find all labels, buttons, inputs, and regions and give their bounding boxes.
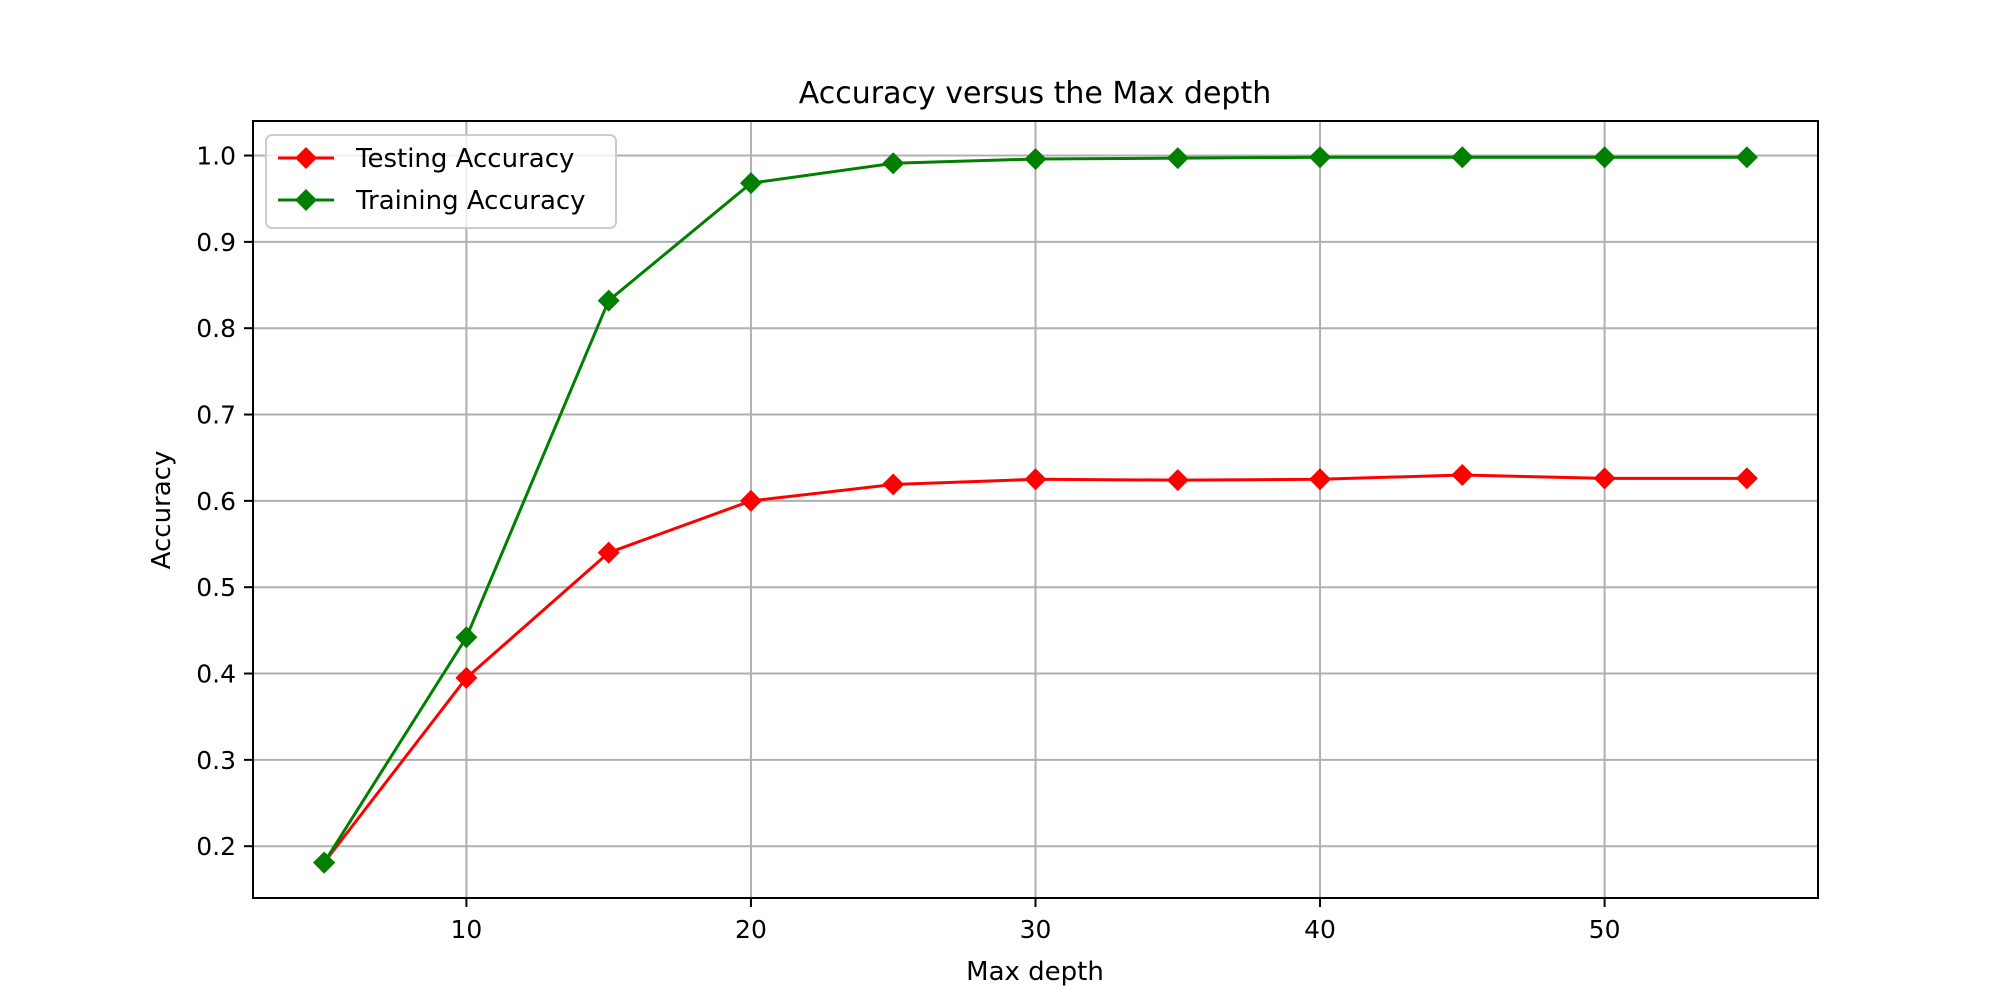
x-axis-label: Max depth [966, 957, 1104, 987]
data-point-marker [455, 626, 478, 649]
data-point-marker [1309, 468, 1332, 491]
y-tick-label: 0.3 [196, 746, 236, 775]
y-tick-label: 0.9 [196, 228, 236, 257]
y-tick-label: 0.5 [196, 573, 236, 602]
y-axis-label: Accuracy [147, 451, 177, 570]
x-tick-label: 10 [451, 915, 483, 944]
x-tick-label: 40 [1304, 915, 1336, 944]
data-point-marker [1166, 147, 1189, 170]
series-layer [313, 146, 1758, 874]
y-axis-ticks: 0.2 0.3 0.4 0.5 0.6 0.7 0.8 0.9 1.0 [196, 142, 253, 861]
legend-box [265, 134, 617, 229]
x-tick-label: 30 [1020, 915, 1052, 944]
legend-label: Testing Accuracy [355, 144, 574, 174]
x-axis-ticks: 10 20 30 40 50 [451, 898, 1621, 944]
data-point-marker [739, 172, 762, 195]
data-point-marker [597, 541, 620, 564]
y-tick-label: 0.7 [196, 401, 236, 430]
legend-entry-training-accuracy: Training Accuracy [278, 186, 586, 216]
y-tick-label: 0.8 [196, 314, 236, 343]
data-point-marker [882, 152, 905, 175]
data-point-marker [1024, 147, 1047, 170]
data-point-marker [1451, 463, 1474, 486]
data-point-marker [455, 666, 478, 689]
x-tick-label: 50 [1589, 915, 1621, 944]
y-tick-label: 1.0 [196, 142, 236, 171]
data-point-marker [882, 473, 905, 496]
legend-marker [295, 147, 317, 169]
y-tick-label: 0.6 [196, 487, 236, 516]
data-point-marker [739, 489, 762, 512]
legend-entry-testing-accuracy: Testing Accuracy [278, 144, 574, 174]
data-point-marker [1735, 146, 1758, 169]
data-point-marker [1735, 467, 1758, 490]
legend-marker [295, 189, 317, 211]
x-tick-label: 20 [735, 915, 767, 944]
data-point-marker [313, 851, 336, 874]
series-training-accuracy [313, 146, 1758, 874]
data-point-marker [1024, 468, 1047, 491]
legend-entries: Testing Accuracy Training Accuracy [278, 144, 586, 216]
data-point-marker [597, 289, 620, 312]
legend: Testing Accuracy Training Accuracy [265, 134, 617, 229]
y-tick-label: 0.2 [196, 832, 236, 861]
y-tick-label: 0.4 [196, 660, 236, 689]
data-point-marker [1451, 146, 1474, 169]
series-testing-accuracy [313, 463, 1758, 874]
legend-label: Training Accuracy [355, 186, 586, 216]
chart-title: Accuracy versus the Max depth [799, 76, 1272, 111]
data-point-marker [1593, 467, 1616, 490]
data-point-marker [1309, 146, 1332, 169]
data-point-marker [1166, 469, 1189, 492]
data-point-marker [1593, 146, 1616, 169]
